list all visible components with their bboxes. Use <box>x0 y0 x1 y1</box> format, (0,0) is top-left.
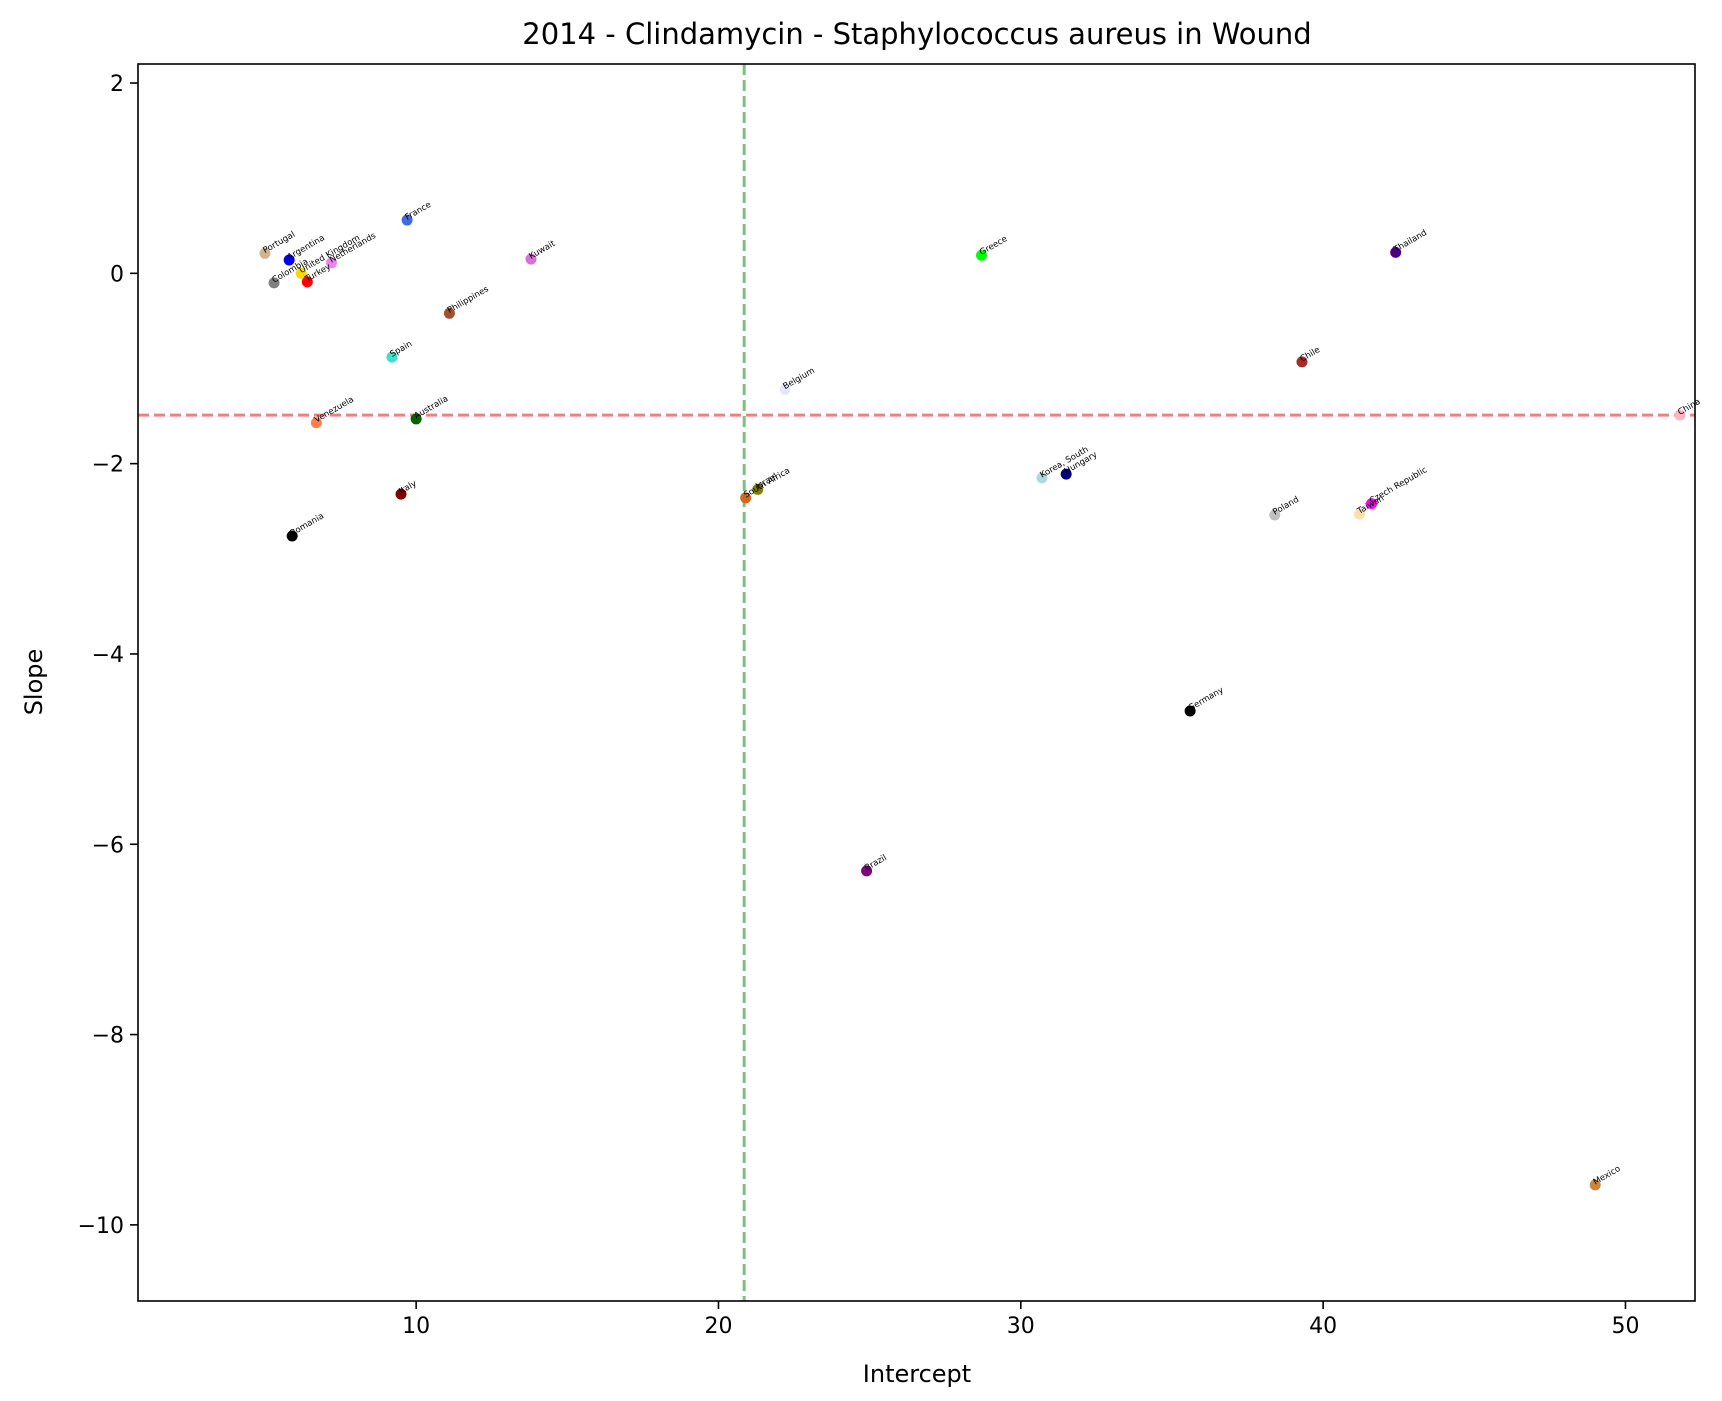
data-point <box>301 276 313 288</box>
data-point <box>1366 498 1378 510</box>
data-point <box>1390 246 1402 258</box>
data-point <box>1184 705 1196 717</box>
data-point <box>740 492 752 504</box>
y-axis-label: Slope <box>20 649 48 716</box>
data-point <box>1296 356 1308 368</box>
y-tick-label: −6 <box>92 833 124 858</box>
x-axis-label: Intercept <box>863 1360 971 1388</box>
data-point <box>525 253 537 265</box>
y-tick-label: −8 <box>92 1024 124 1049</box>
y-tick-label: −2 <box>92 453 124 478</box>
data-point <box>1060 468 1072 480</box>
data-point <box>443 307 455 319</box>
x-tick-label: 50 <box>1611 1314 1639 1339</box>
data-point <box>779 383 791 395</box>
x-axis-ticks: 10 20 30 40 50 <box>402 1301 1639 1339</box>
data-point <box>268 277 280 289</box>
y-tick-label: 0 <box>110 262 124 287</box>
data-point <box>283 254 295 266</box>
data-point <box>286 530 298 542</box>
data-point <box>976 249 988 261</box>
data-point <box>861 865 873 877</box>
x-tick-label: 20 <box>704 1314 732 1339</box>
x-tick-label: 10 <box>402 1314 430 1339</box>
y-axis-ticks: 2 0 −2 −4 −6 −8 −10 <box>78 72 138 1239</box>
data-point <box>259 247 271 259</box>
reference-lines <box>138 64 1695 1301</box>
y-tick-label: −10 <box>78 1214 124 1239</box>
x-tick-label: 40 <box>1309 1314 1337 1339</box>
data-point <box>1589 1179 1601 1191</box>
data-point <box>1036 472 1048 484</box>
y-tick-label: −4 <box>92 643 124 668</box>
x-tick-label: 30 <box>1007 1314 1035 1339</box>
data-point <box>295 267 307 279</box>
data-point <box>410 413 422 425</box>
data-point <box>1269 509 1281 521</box>
y-tick-label: 2 <box>110 72 124 97</box>
plot-area-frame <box>137 63 1696 1302</box>
data-point <box>310 417 322 429</box>
data-point <box>395 488 407 500</box>
chart-title: 2014 - Clindamycin - Staphylococcus aure… <box>522 17 1311 51</box>
data-point <box>325 257 337 269</box>
data-points <box>259 214 1686 1191</box>
data-point <box>1674 409 1686 421</box>
data-point <box>386 351 398 363</box>
data-point <box>1353 508 1365 520</box>
data-point <box>401 214 413 226</box>
data-point <box>752 483 764 495</box>
